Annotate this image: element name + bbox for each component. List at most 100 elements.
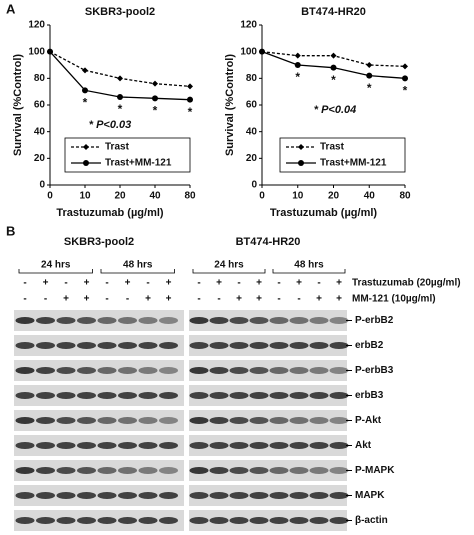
treatment-sign: +: [84, 294, 90, 305]
blot-band: [138, 367, 158, 374]
treatment-sign: -: [126, 294, 129, 305]
time-label: 24 hrs: [214, 260, 244, 271]
blot-band: [189, 392, 209, 399]
y-tick-label: 120: [28, 20, 45, 31]
blot-band: [36, 517, 55, 524]
blot-band: [159, 317, 178, 324]
panel-label: B: [6, 223, 15, 238]
blot-band: [229, 392, 249, 399]
bracket: [100, 269, 175, 274]
treatment-sign: +: [256, 294, 262, 305]
marker: [294, 52, 301, 59]
legend-marker: [298, 160, 304, 166]
blot-band: [289, 317, 309, 324]
blot-band: [329, 317, 349, 324]
blot-band: [329, 417, 349, 424]
blot-band: [269, 392, 289, 399]
blot-band: [289, 442, 309, 449]
blot-band: [209, 492, 229, 499]
treatment-sign: +: [125, 278, 131, 289]
blot-band: [97, 342, 117, 349]
blot-band: [159, 392, 178, 399]
blot-band: [118, 342, 137, 349]
blot-band: [329, 392, 349, 399]
blot-band: [118, 367, 137, 374]
marker: [187, 96, 193, 103]
blot-band: [209, 367, 229, 374]
x-tick-label: 40: [364, 191, 376, 202]
blot-band: [229, 492, 249, 499]
blot-row-label: P-erbB3: [355, 365, 394, 376]
blot-band: [77, 517, 96, 524]
bracket: [18, 269, 93, 274]
panel-label: A: [6, 1, 16, 16]
blot-band: [15, 442, 35, 449]
blot-band: [36, 467, 55, 474]
blot-band: [209, 442, 229, 449]
significance-mark: *: [331, 73, 336, 87]
blot-band: [159, 442, 178, 449]
treatment-sign: -: [105, 278, 108, 289]
marker: [152, 80, 158, 87]
blot-band: [329, 342, 349, 349]
blot-band: [56, 517, 76, 524]
blot-band: [189, 317, 209, 324]
blot-band: [209, 417, 229, 424]
blot-band: [138, 517, 158, 524]
y-tick-label: 80: [246, 73, 258, 84]
blot-band: [269, 442, 289, 449]
blot-band: [159, 417, 178, 424]
blot-band: [269, 342, 289, 349]
blot-band: [289, 492, 309, 499]
blot-band: [138, 417, 158, 424]
y-tick-label: 40: [34, 126, 46, 137]
blot-band: [329, 367, 349, 374]
blot-band: [309, 367, 329, 374]
blot-band: [269, 317, 289, 324]
marker: [402, 63, 408, 70]
x-tick-label: 10: [79, 191, 91, 202]
blot-band: [56, 467, 76, 474]
blot-band: [15, 417, 35, 424]
treatment-sign: -: [297, 294, 300, 305]
blot-band: [97, 367, 117, 374]
blot-band: [269, 517, 289, 524]
treatment-sign: -: [277, 278, 280, 289]
blot-band: [36, 367, 55, 374]
blot-band: [309, 392, 329, 399]
blot-band: [229, 342, 249, 349]
blot-band: [189, 417, 209, 424]
bracket: [272, 269, 346, 274]
blot-band: [309, 442, 329, 449]
marker: [152, 95, 158, 102]
blot-row-label: β-actin: [355, 515, 388, 526]
blot-band: [289, 467, 309, 474]
blot-band: [15, 517, 35, 524]
x-tick-label: 0: [47, 191, 53, 202]
blot-band: [97, 442, 117, 449]
blot-band: [249, 417, 269, 424]
x-tick-label: 80: [399, 191, 411, 202]
blot-band: [77, 392, 96, 399]
blot-band: [229, 317, 249, 324]
significance-mark: *: [83, 96, 88, 110]
blot-band: [138, 392, 158, 399]
x-tick-label: 20: [114, 191, 126, 202]
blot-band: [309, 317, 329, 324]
x-axis-label: Trastuzumab (µg/ml): [270, 207, 378, 219]
legend-label: Trast+MM-121: [105, 158, 172, 169]
blot-band: [269, 467, 289, 474]
time-label: 48 hrs: [123, 260, 153, 271]
blot-band: [329, 517, 349, 524]
blot-band: [249, 492, 269, 499]
blot-band: [189, 492, 209, 499]
y-tick-label: 40: [246, 126, 258, 137]
blot-band: [138, 342, 158, 349]
blot-band: [249, 317, 269, 324]
blot-band: [229, 442, 249, 449]
blot-row-label: P-Akt: [355, 415, 382, 426]
blot-band: [77, 417, 96, 424]
marker: [117, 94, 123, 100]
blot-band: [309, 492, 329, 499]
